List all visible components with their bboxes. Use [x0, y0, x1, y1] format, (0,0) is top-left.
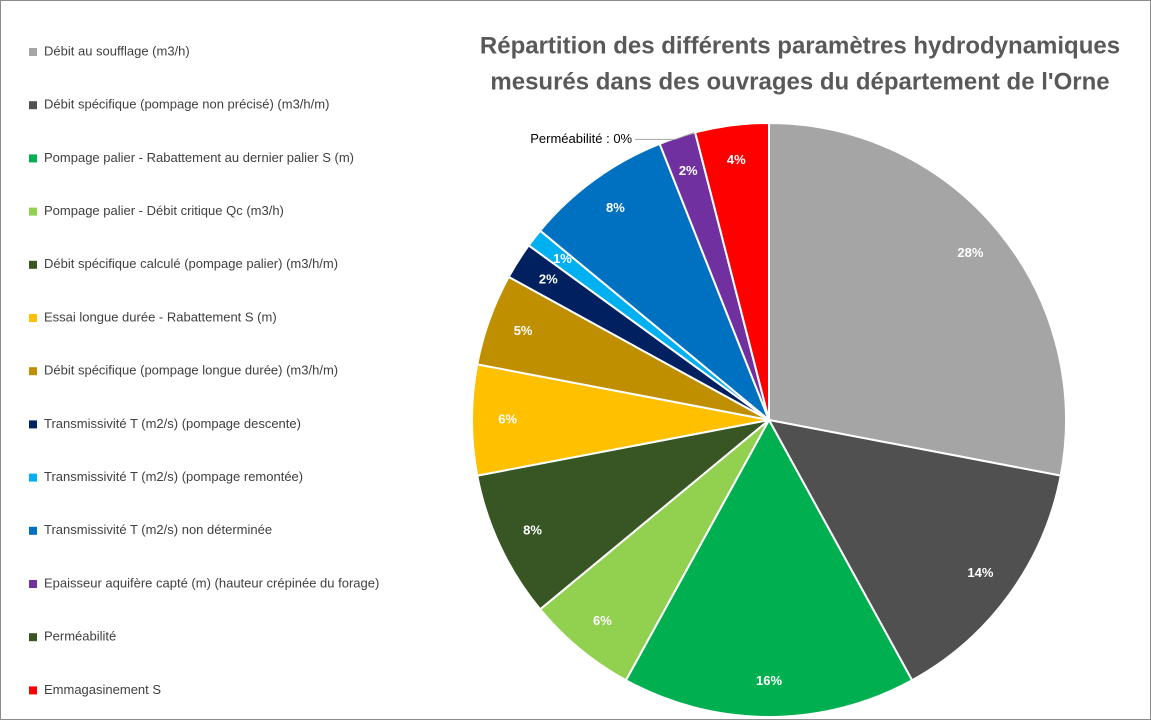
legend-swatch [29, 526, 37, 535]
legend-swatch [29, 260, 37, 269]
chart-title: Répartition des différents paramètres hy… [480, 32, 1120, 59]
value-label: 1% [553, 251, 572, 266]
value-label: 2% [679, 163, 698, 178]
value-label: 4% [727, 152, 746, 167]
legend-swatch [29, 154, 37, 163]
value-label: 16% [756, 673, 782, 688]
legend-swatch [29, 686, 37, 695]
legend-label: Emmagasinement S [44, 682, 161, 697]
legend-label: Essai longue durée - Rabattement S (m) [44, 309, 277, 324]
legend-label: Débit spécifique (pompage non précisé) (… [44, 97, 329, 112]
legend-label: Débit spécifique calculé (pompage palier… [44, 256, 338, 271]
legend-label: Transmissivité T (m2/s) non déterminée [44, 522, 272, 537]
pie-slice [538, 142, 770, 421]
value-label: 5% [514, 323, 533, 338]
legend-swatch [29, 420, 37, 429]
legend-swatch [29, 633, 37, 642]
legend-swatch [29, 207, 37, 216]
legend-swatch [29, 473, 37, 482]
legend-label: Transmissivité T (m2/s) (pompage remonté… [44, 469, 303, 484]
legend-label: Débit spécifique (pompage longue durée) … [44, 363, 338, 378]
legend-swatch [29, 580, 37, 588]
legend-swatch [29, 367, 37, 376]
legend-label: Pompage palier - Débit critique Qc (m3/h… [44, 203, 284, 218]
legend-label: Débit au soufflage (m3/h) [44, 43, 190, 58]
pie-slice [767, 418, 1062, 682]
value-label: Perméabilité : 0% [530, 131, 632, 146]
legend-label: Epaisseur aquifère capté (m) (hauteur cr… [44, 575, 379, 590]
legend-swatch [29, 314, 37, 322]
pie-slice [624, 417, 914, 718]
legend-label: Perméabilité [44, 629, 116, 644]
value-label: 6% [498, 411, 517, 426]
pie-slice [476, 419, 770, 611]
legend-label: Transmissivité T (m2/s) (pompage descent… [44, 416, 301, 431]
legend-label: Pompage palier - Rabattement au dernier … [44, 150, 354, 165]
leader-line [635, 131, 696, 140]
value-label: 8% [606, 200, 625, 215]
pie-slice [768, 121, 1067, 477]
pie-slice [693, 121, 770, 421]
value-label: 2% [539, 271, 558, 286]
value-label: 14% [967, 565, 993, 580]
chart-title: mesurés dans des ouvrages du département… [490, 68, 1109, 95]
value-label: 6% [593, 613, 612, 628]
legend-swatch [29, 101, 37, 110]
value-label: 8% [523, 523, 542, 538]
value-label: 28% [957, 245, 983, 260]
legend-swatch [29, 48, 37, 56]
